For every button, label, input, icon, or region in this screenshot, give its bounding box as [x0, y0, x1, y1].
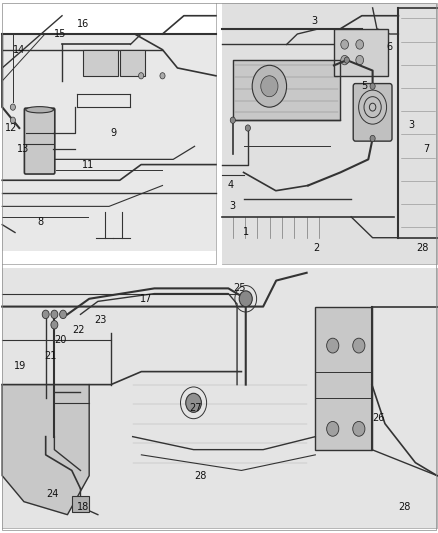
Text: 9: 9: [110, 128, 117, 138]
Text: 23: 23: [94, 314, 106, 325]
Text: 3: 3: [311, 16, 318, 26]
Circle shape: [252, 66, 286, 107]
FancyBboxPatch shape: [25, 108, 55, 174]
Text: 6: 6: [387, 42, 393, 52]
Circle shape: [239, 291, 252, 306]
Bar: [222, 3, 437, 264]
Circle shape: [60, 310, 67, 319]
Circle shape: [11, 117, 15, 123]
Text: 28: 28: [416, 243, 428, 253]
Text: 19: 19: [14, 361, 26, 372]
Circle shape: [341, 55, 349, 65]
Circle shape: [356, 55, 364, 65]
Text: 4: 4: [228, 181, 234, 190]
Text: 11: 11: [81, 159, 94, 169]
Bar: [2, 3, 216, 34]
Bar: [334, 29, 388, 76]
Text: 13: 13: [18, 144, 30, 154]
Circle shape: [370, 135, 375, 142]
Text: 1: 1: [243, 228, 249, 238]
Circle shape: [230, 117, 235, 123]
Text: 2: 2: [314, 243, 320, 253]
Ellipse shape: [26, 107, 53, 113]
Text: 27: 27: [190, 403, 202, 413]
Circle shape: [51, 310, 58, 319]
Text: 12: 12: [4, 123, 17, 133]
Bar: [2, 268, 437, 528]
Text: 16: 16: [77, 19, 89, 29]
Text: 22: 22: [72, 325, 85, 335]
Text: 8: 8: [38, 217, 44, 227]
Text: 18: 18: [77, 502, 89, 512]
Bar: [2, 268, 437, 528]
Text: 24: 24: [46, 489, 58, 499]
FancyBboxPatch shape: [353, 84, 392, 141]
Circle shape: [341, 40, 349, 49]
Circle shape: [138, 72, 144, 79]
Circle shape: [370, 83, 375, 90]
Text: 15: 15: [54, 29, 66, 39]
Bar: [120, 50, 145, 76]
Bar: [83, 50, 118, 76]
Bar: [72, 496, 89, 512]
Circle shape: [42, 310, 49, 319]
Bar: [2, 3, 216, 264]
Text: 25: 25: [233, 284, 245, 293]
Circle shape: [353, 338, 365, 353]
Text: 20: 20: [55, 335, 67, 345]
Circle shape: [344, 57, 350, 63]
Bar: [315, 306, 372, 450]
Circle shape: [327, 338, 339, 353]
Circle shape: [261, 76, 278, 96]
Bar: [2, 251, 216, 264]
Text: 21: 21: [44, 351, 56, 361]
Text: 3: 3: [408, 120, 414, 131]
Circle shape: [327, 422, 339, 436]
Text: 17: 17: [140, 294, 152, 304]
Circle shape: [51, 320, 58, 329]
Text: 28: 28: [398, 502, 411, 512]
Text: 5: 5: [361, 81, 367, 91]
Circle shape: [186, 393, 201, 413]
Circle shape: [245, 125, 251, 131]
Polygon shape: [233, 60, 340, 120]
Circle shape: [11, 104, 15, 110]
Bar: [2, 3, 216, 264]
Polygon shape: [2, 385, 89, 515]
Text: 26: 26: [372, 414, 385, 423]
Text: 3: 3: [230, 201, 236, 212]
Circle shape: [353, 422, 365, 436]
Circle shape: [160, 72, 165, 79]
Bar: [222, 3, 437, 264]
Circle shape: [356, 40, 364, 49]
Text: 14: 14: [13, 45, 25, 55]
Text: 28: 28: [194, 471, 206, 481]
Text: 7: 7: [423, 144, 430, 154]
